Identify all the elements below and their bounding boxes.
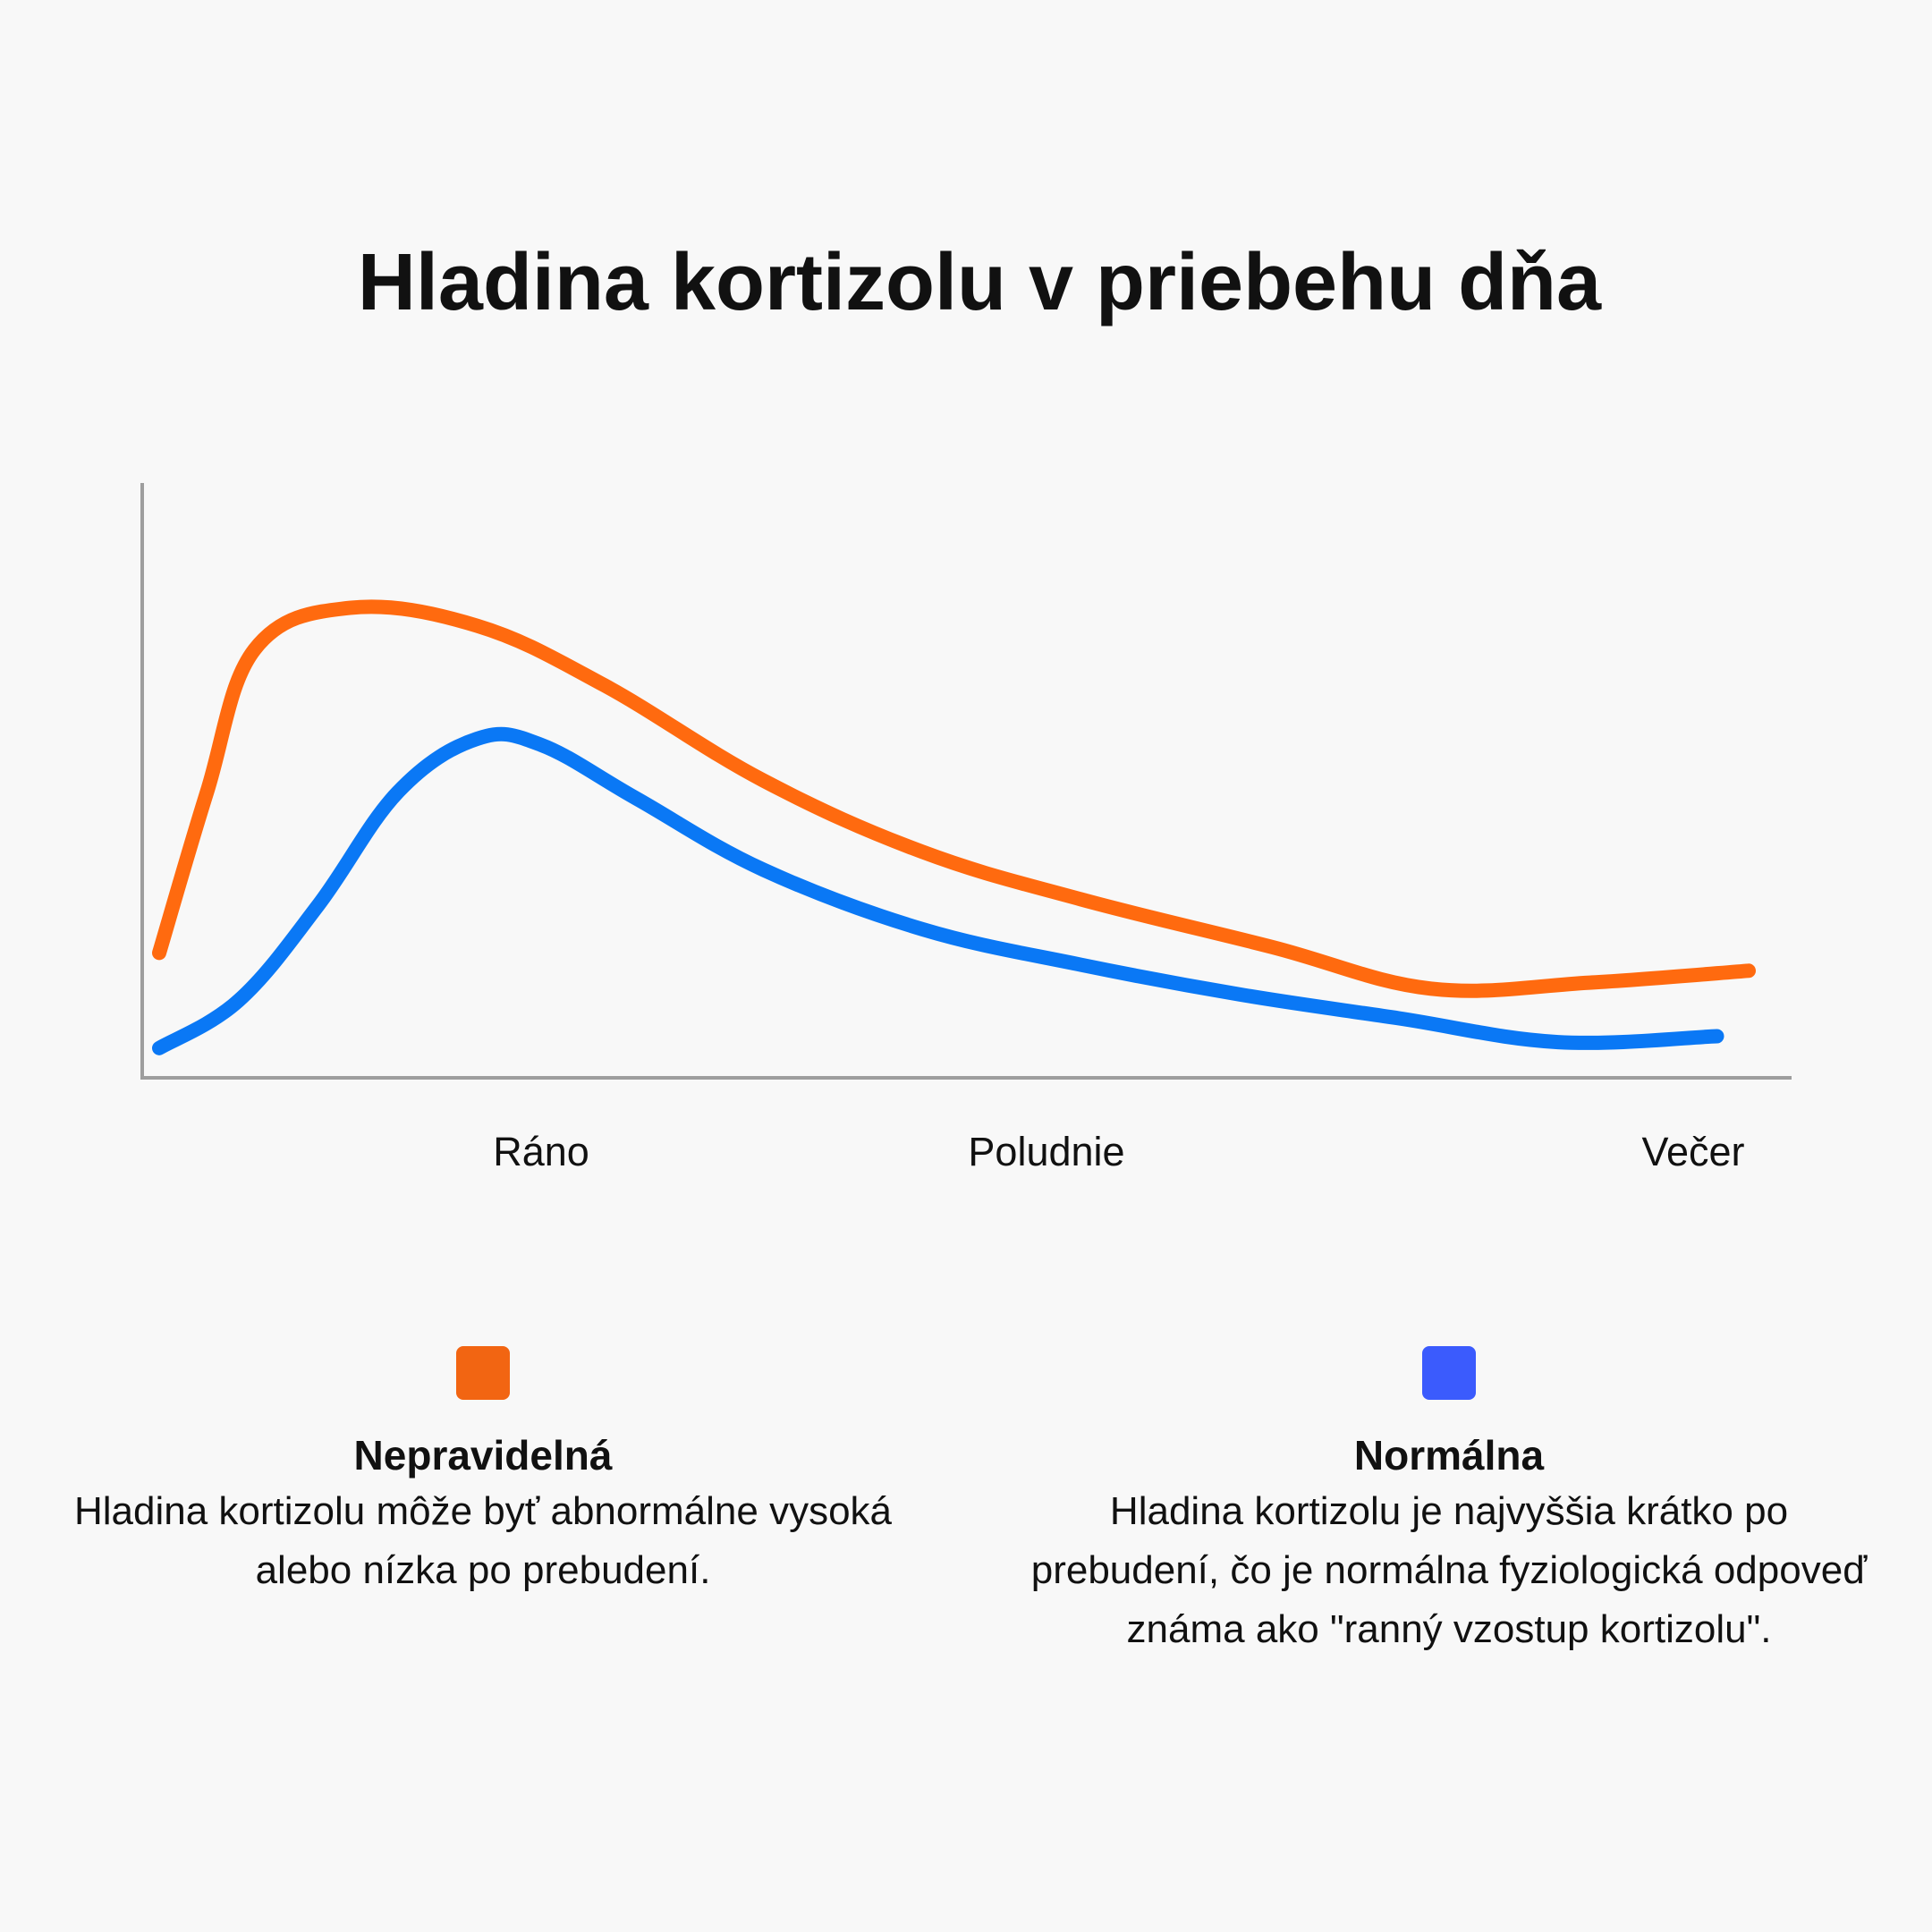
legend-description-line: alebo nízka po prebudení.	[255, 1548, 711, 1592]
x-tick-label-vecer: Večer	[1641, 1129, 1744, 1174]
legend-swatch-irregular	[456, 1346, 510, 1400]
legend-title-irregular: Nepravidelná	[353, 1432, 613, 1479]
legend-description-line: známa ako "ranný vzostup kortizolu".	[1126, 1607, 1772, 1651]
legend-item-irregular: Nepravidelná Hladina kortizolu môže byť …	[0, 1346, 966, 1600]
x-tick-label-rano: Ráno	[493, 1129, 589, 1174]
legend-swatch-normal	[1422, 1346, 1476, 1400]
legend-item-normal: Normálna Hladina kortizolu je najvyššia …	[966, 1346, 1932, 1659]
legend-description-normal: Hladina kortizolu je najvyššia krátko po…	[966, 1482, 1932, 1659]
series-line-nepravidelna	[152, 599, 1756, 998]
legend-description-line: Hladina kortizolu je najvyššia krátko po	[1109, 1489, 1789, 1533]
legend-title-normal: Normálna	[1353, 1432, 1545, 1479]
x-tick-label-poludnie: Poludnie	[968, 1129, 1124, 1174]
legend-description-irregular: Hladina kortizolu môže byť abnormálne vy…	[0, 1482, 966, 1600]
chart-title: Hladina kortizolu v priebehu dňa	[357, 238, 1602, 327]
legend-description-line: prebudení, čo je normálna fyziologická o…	[1030, 1548, 1868, 1592]
series-line-normalna	[152, 726, 1724, 1055]
legend-description-line: Hladina kortizolu môže byť abnormálne vy…	[73, 1489, 893, 1533]
line-chart: Ráno Poludnie Večer	[140, 483, 1792, 1174]
